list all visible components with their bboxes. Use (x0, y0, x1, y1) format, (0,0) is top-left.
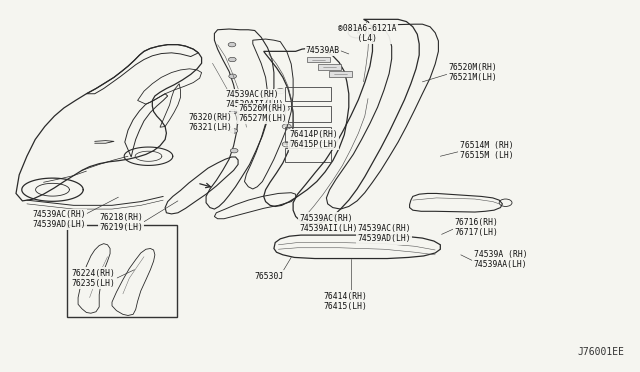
Bar (285, 87, 331, 101)
Circle shape (230, 109, 237, 114)
Bar (307, 57, 330, 62)
Text: 74539AC(RH)
74539AII(LH): 74539AC(RH) 74539AII(LH) (300, 214, 358, 233)
Text: 76514M (RH)
76515M (LH): 76514M (RH) 76515M (LH) (460, 141, 513, 160)
Bar (285, 127, 331, 142)
Text: 76414P(RH)
76415P(LH): 76414P(RH) 76415P(LH) (289, 130, 338, 149)
Circle shape (228, 42, 236, 47)
Text: 76224(RH)
76235(LH): 76224(RH) 76235(LH) (72, 269, 116, 288)
Text: 74539AC(RH)
74539AD(LH): 74539AC(RH) 74539AD(LH) (32, 210, 86, 229)
Text: J76001EE: J76001EE (577, 347, 624, 357)
Text: 76218(RH)
76219(LH): 76218(RH) 76219(LH) (99, 213, 143, 232)
Bar (318, 64, 341, 70)
Text: 76320(RH)
76321(LH): 76320(RH) 76321(LH) (189, 113, 233, 132)
Text: 76530J: 76530J (255, 272, 284, 280)
Text: 74539AC(RH)
74539AII(LH): 74539AC(RH) 74539AII(LH) (225, 90, 284, 109)
Text: 76716(RH)
76717(LH): 76716(RH) 76717(LH) (454, 218, 499, 237)
Text: 74539A (RH)
74539AA(LH): 74539A (RH) 74539AA(LH) (474, 250, 527, 269)
Bar (67, 225, 177, 317)
Text: R: R (356, 30, 360, 35)
Circle shape (230, 148, 238, 153)
Text: 76520M(RH)
76521M(LH): 76520M(RH) 76521M(LH) (448, 63, 497, 82)
Circle shape (228, 57, 236, 62)
Text: 74539AB: 74539AB (306, 46, 340, 55)
Bar (285, 148, 331, 162)
Text: ®081A6-6121A
    (L4): ®081A6-6121A (L4) (338, 24, 396, 43)
Bar (329, 71, 352, 77)
Circle shape (229, 92, 237, 96)
Circle shape (230, 129, 237, 133)
Text: 76526M(RH)
76527M(LH): 76526M(RH) 76527M(LH) (238, 104, 287, 123)
Bar (285, 106, 331, 122)
Text: 74539AC(RH)
74539AD(LH): 74539AC(RH) 74539AD(LH) (357, 224, 411, 243)
Circle shape (229, 74, 237, 78)
Text: 76414(RH)
76415(LH): 76414(RH) 76415(LH) (323, 292, 367, 311)
